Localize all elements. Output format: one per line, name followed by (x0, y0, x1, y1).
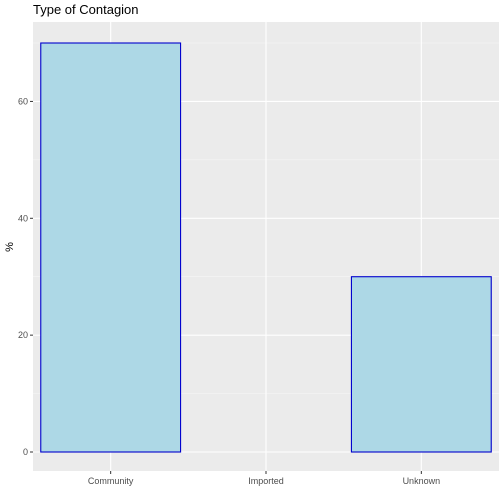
y-tick-label: 0 (23, 447, 28, 457)
bar-unknown (350, 276, 492, 453)
x-axis: Community Imported Unknown (88, 471, 440, 486)
bars (40, 42, 492, 453)
y-axis-label: % (4, 242, 16, 252)
bar-community (40, 42, 182, 453)
y-tick-label: 20 (18, 330, 28, 340)
x-tick-label: Community (88, 476, 134, 486)
y-axis: 0 20 40 60 (18, 96, 33, 457)
y-tick-label: 40 (18, 213, 28, 223)
chart-title: Type of Contagion (33, 2, 139, 17)
x-tick-label: Imported (248, 476, 284, 486)
x-tick-label: Unknown (403, 476, 441, 486)
y-tick-label: 60 (18, 96, 28, 106)
